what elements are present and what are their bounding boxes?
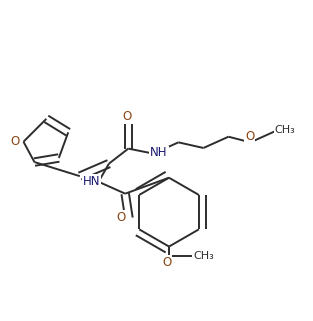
Text: O: O	[116, 211, 126, 224]
Text: O: O	[123, 110, 132, 123]
Text: O: O	[162, 256, 172, 269]
Text: CH₃: CH₃	[275, 126, 295, 135]
Text: O: O	[10, 134, 19, 148]
Text: O: O	[245, 130, 254, 143]
Text: HN: HN	[83, 175, 100, 188]
Text: CH₃: CH₃	[193, 251, 214, 261]
Text: NH: NH	[150, 146, 168, 160]
